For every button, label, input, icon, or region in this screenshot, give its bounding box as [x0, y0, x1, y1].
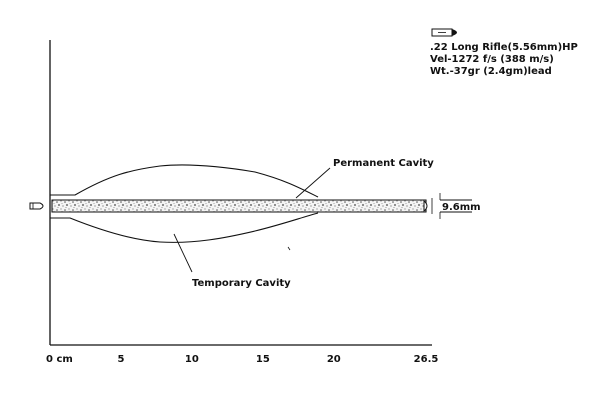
- temporary-cavity-lower: [50, 212, 319, 243]
- bullet-entry-icon: [29, 202, 44, 210]
- tick-label: 26.5: [414, 354, 439, 365]
- axis-ticks: 0 cm 5 10 15 20 26.5: [46, 354, 438, 365]
- ammo-icon-group: [431, 28, 457, 37]
- tick-label: 20: [327, 354, 341, 365]
- ammo-weight: Wt.-37gr (2.4gm)lead: [430, 66, 552, 77]
- diameter-label: 9.6mm: [442, 202, 481, 213]
- temporary-cavity-label: Temporary Cavity: [192, 278, 291, 289]
- ammo-caliber: .22 Long Rifle(5.56mm)HP: [430, 42, 578, 53]
- temporary-leader: [173, 233, 193, 273]
- permanent-cavity-band: [51, 199, 427, 213]
- tick-label: 5: [117, 354, 124, 365]
- tick-label: 10: [185, 354, 199, 365]
- tick-label: 15: [256, 354, 270, 365]
- temporary-cavity-upper: [50, 164, 319, 198]
- permanent-cavity-label: Permanent Cavity: [333, 158, 434, 169]
- permanent-leader: [295, 167, 331, 199]
- ammo-velocity: Vel-1272 f/s (388 m/s): [430, 54, 554, 65]
- tick-label: 0 cm: [46, 354, 73, 365]
- bullet-exit-icon: [423, 199, 428, 213]
